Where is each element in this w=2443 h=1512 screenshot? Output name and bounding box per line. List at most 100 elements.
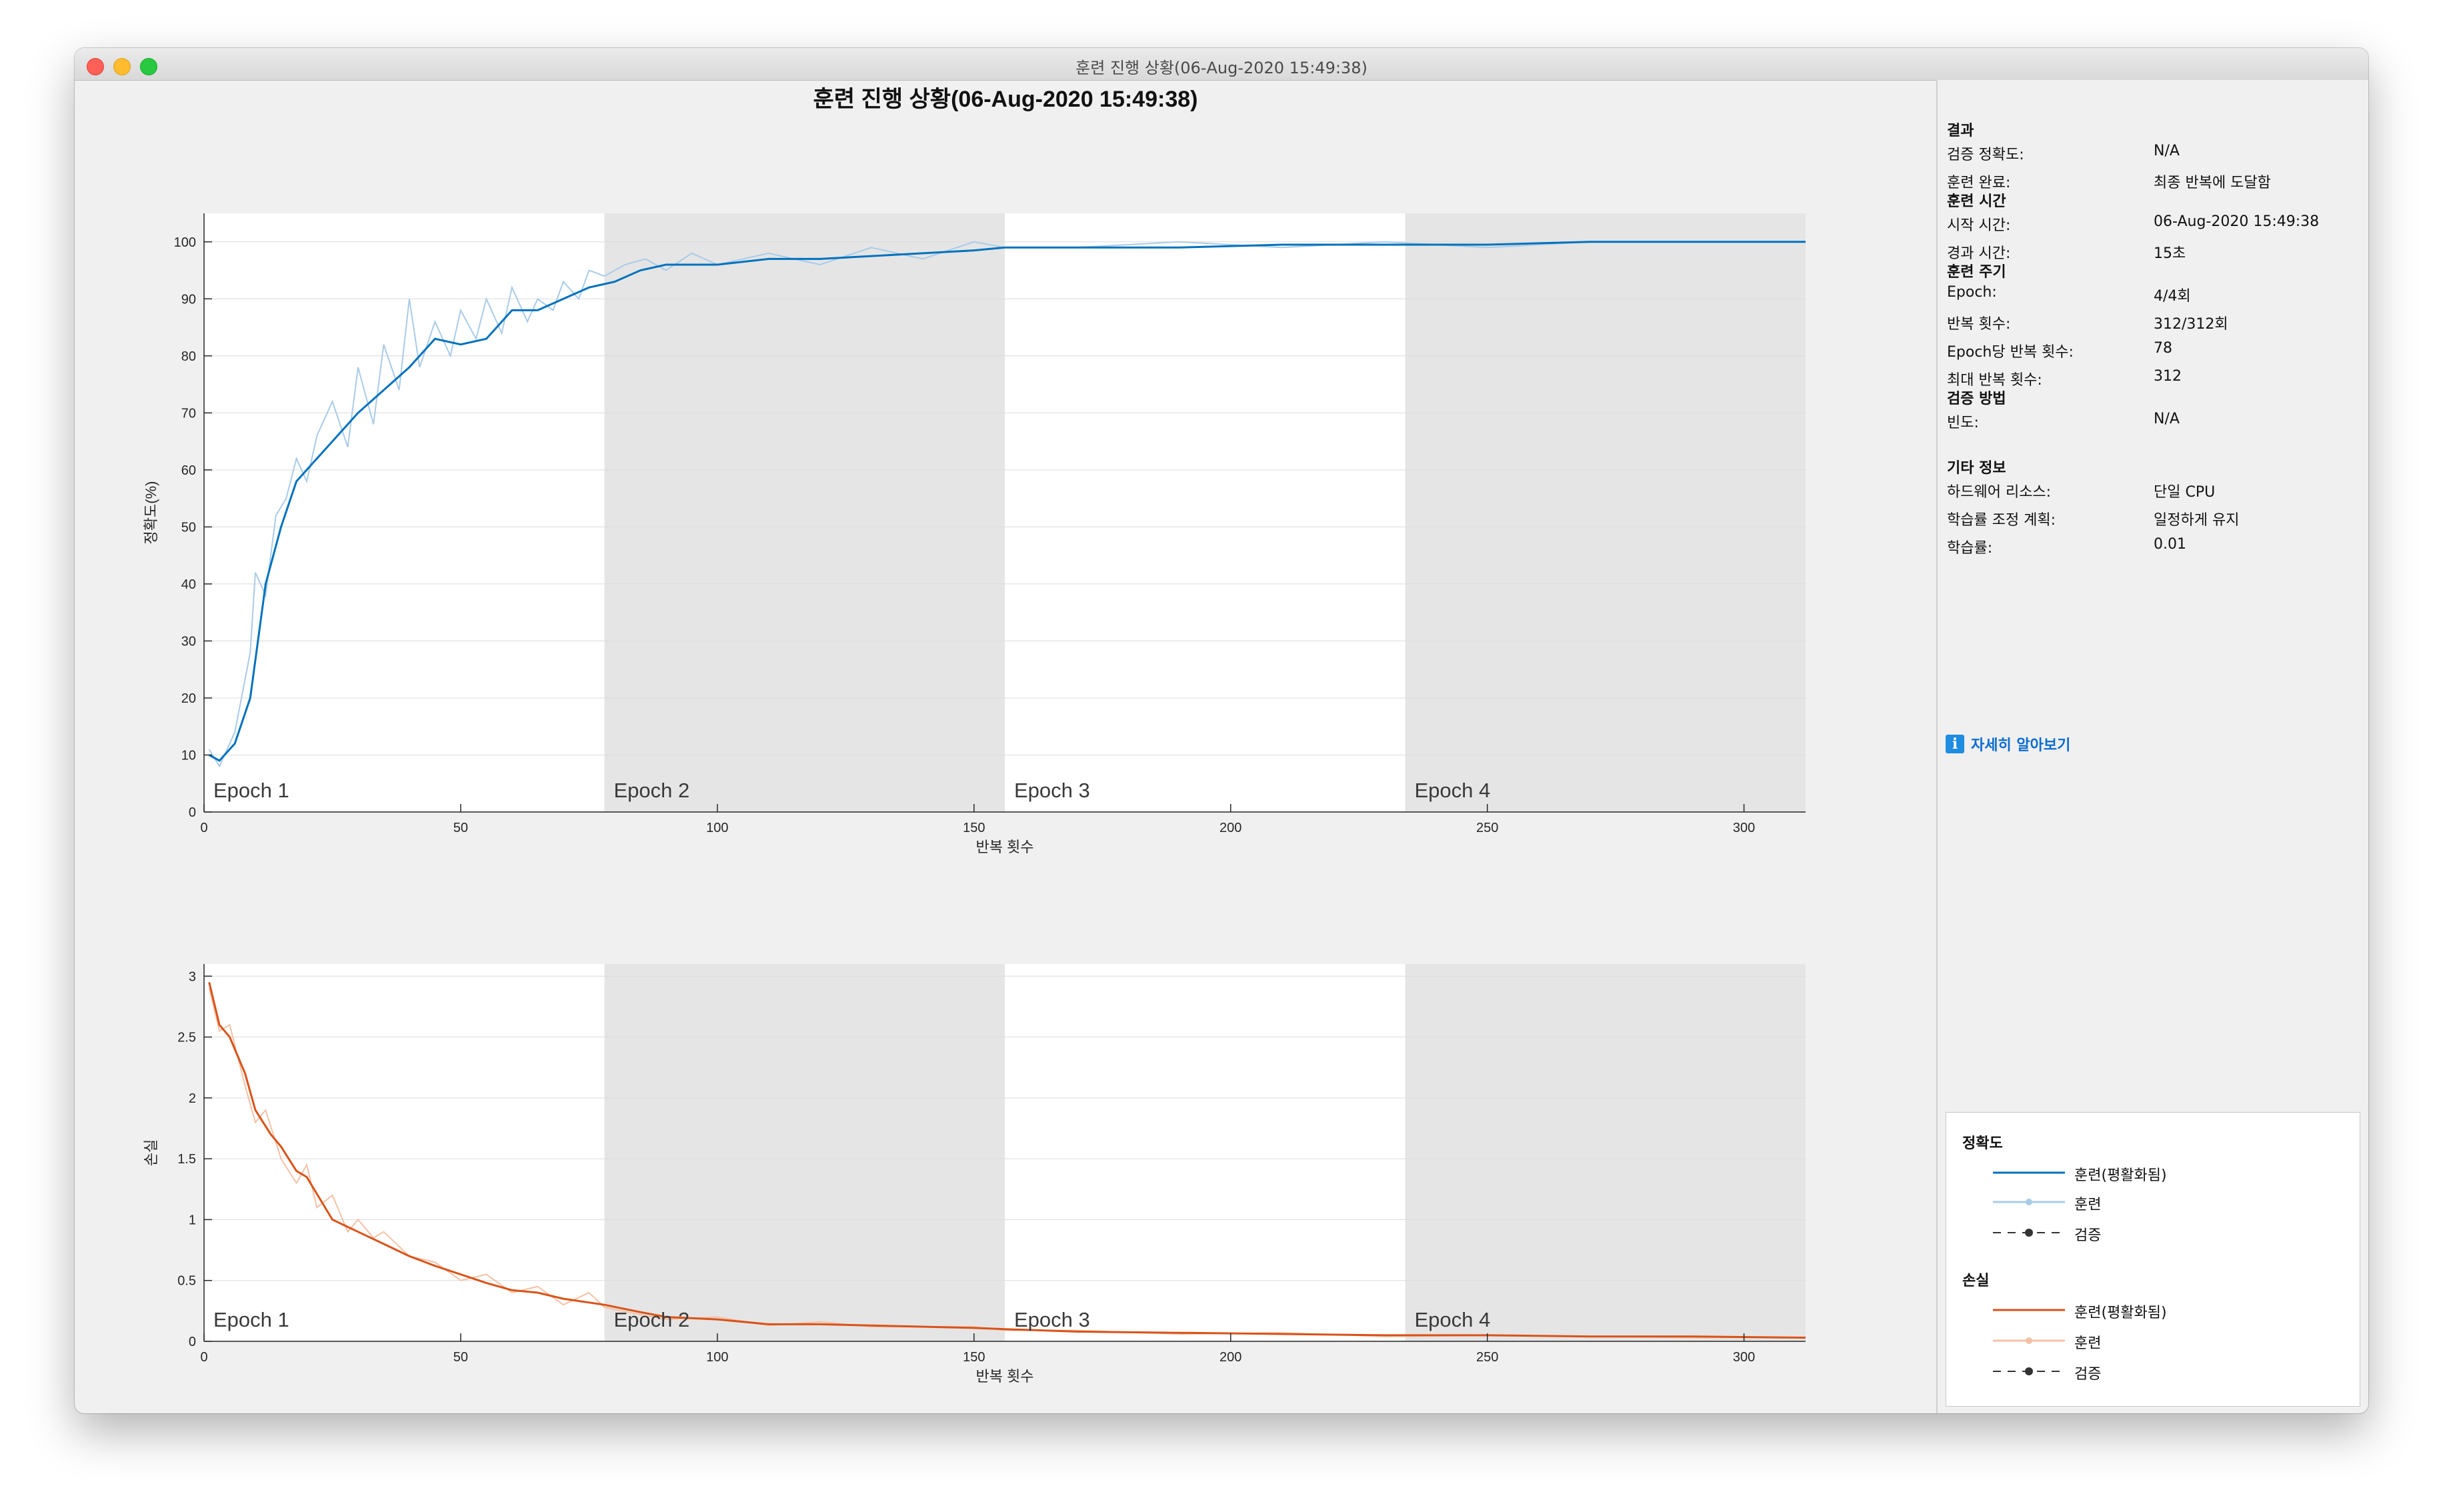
panel-row-label: 최대 반복 횟수:	[1947, 372, 2042, 389]
panel-row-value: 312/312회	[2154, 316, 2228, 333]
info-icon: i	[1946, 735, 1964, 753]
y-tick-label: 90	[181, 292, 196, 307]
x-tick-label: 250	[1476, 1350, 1498, 1365]
y-tick-label: 0	[189, 1335, 196, 1349]
epoch-shade	[604, 213, 1005, 812]
accuracy-train-line	[208, 241, 1806, 768]
x-tick-label: 100	[706, 1350, 728, 1365]
legend-loss-train-line	[1993, 1337, 2065, 1344]
x-tick-label: 250	[1476, 821, 1498, 835]
x-tick-label: 150	[963, 821, 985, 835]
window-title: 훈련 진행 상황(06-Aug-2020 15:49:38)	[1075, 59, 1368, 77]
panel-row-label: 학습률 조정 계획:	[1947, 512, 2056, 529]
legend-loss-train-label: 훈련	[2074, 1335, 2102, 1352]
legend-accuracy-smoothed-label: 훈련(평활화됨)	[2074, 1167, 2167, 1184]
x-tick-label: 0	[200, 821, 207, 835]
y-tick-label: 0.5	[177, 1274, 196, 1289]
panel-section-title: 기타 정보	[1947, 460, 2006, 477]
panel-row-label: 반복 횟수:	[1947, 316, 2011, 333]
panel-row-value: 0.01	[2154, 536, 2186, 553]
y-tick-label: 10	[181, 748, 196, 763]
y-tick-label: 3	[189, 969, 196, 984]
y-tick-label: 30	[181, 634, 196, 649]
x-tick-label: 0	[200, 1350, 207, 1365]
legend-accuracy-train-label: 훈련	[2074, 1197, 2102, 1213]
legend-accuracy-validation-line	[1993, 1229, 2065, 1237]
panel-section-title: 검증 방법	[1947, 391, 2006, 407]
epoch-label: Epoch 2	[614, 779, 690, 802]
plot-area: 훈련 진행 상황(06-Aug-2020 15:49:38) 0 10 20 30 40 5…	[75, 80, 1936, 1413]
y-tick-label: 2	[189, 1091, 196, 1106]
y-tick-label: 100	[174, 235, 196, 250]
panel-row-label: 시작 시간:	[1947, 217, 2011, 234]
learn-more-link[interactable]: i 자세히 알아보기	[1946, 733, 2070, 755]
x-tick-label: 300	[1733, 821, 1755, 835]
training-progress-window: 훈련 진행 상황(06-Aug-2020 15:49:38) 훈련 진행 상황(…	[75, 48, 2368, 1413]
accuracy-smoothed-line	[208, 241, 1806, 762]
y-axis-label: 정확도(%)	[143, 481, 159, 545]
legend-loss-validation-line	[1993, 1367, 2065, 1375]
legend-accuracy-smoothed-line	[1993, 1171, 2065, 1174]
y-tick-label: 0	[189, 805, 196, 820]
panel-row-label: 하드웨어 리소스:	[1947, 484, 2052, 501]
training-plots: 훈련 진행 상황(06-Aug-2020 15:49:38)0102030405…	[143, 87, 1806, 1385]
legend-loss-title: 손실	[1962, 1273, 1990, 1289]
x-tick-label: 200	[1219, 1350, 1242, 1365]
panel-section-title: 훈련 시간	[1947, 193, 2006, 210]
x-axis-label: 반복 횟수	[975, 839, 1033, 855]
learn-more-label: 자세히 알아보기	[1971, 737, 2071, 754]
panel-row-value: N/A	[2154, 143, 2180, 159]
legend-loss-smoothed-label: 훈련(평활화됨)	[2074, 1305, 2167, 1321]
epoch-shade	[1405, 964, 1806, 1341]
legend-accuracy-train-line	[1993, 1199, 2065, 1205]
y-tick-label: 1	[189, 1213, 196, 1227]
y-tick-label: 50	[181, 520, 196, 535]
epoch-label: Epoch 4	[1415, 779, 1491, 802]
figure-title: 훈련 진행 상황(06-Aug-2020 15:49:38)	[813, 87, 1198, 112]
panel-row-label: 빈도:	[1947, 415, 1979, 431]
close-button[interactable]	[87, 58, 104, 75]
panel-row-value: 312	[2154, 368, 2182, 385]
y-tick-label: 80	[181, 349, 196, 364]
legend-loss-validation-label: 검증	[2074, 1366, 2102, 1383]
y-tick-label: 2.5	[177, 1031, 196, 1045]
epoch-label: Epoch 1	[213, 1308, 289, 1331]
panel-row-value: 4/4회	[2154, 288, 2191, 305]
y-tick-label: 70	[181, 406, 196, 421]
panel-row-value: 15초	[2154, 245, 2186, 262]
panel-row-value: N/A	[2154, 411, 2180, 427]
title-bar[interactable]: 훈련 진행 상황(06-Aug-2020 15:49:38)	[75, 48, 2368, 81]
legend-loss-smoothed-line	[1993, 1309, 2065, 1311]
panel-row-value: 일정하게 유지	[2154, 512, 2240, 529]
panel-row-label: 학습률:	[1947, 540, 1993, 557]
maximize-button[interactable]	[140, 58, 157, 75]
panel-section-title: 결과	[1947, 123, 1974, 139]
panel-row-value: 78	[2154, 340, 2172, 357]
panel-row-label: Epoch:	[1947, 284, 1997, 301]
epoch-label: Epoch 3	[1014, 1308, 1090, 1331]
x-tick-label: 300	[1733, 1350, 1755, 1365]
legend-accuracy-validation-label: 검증	[2074, 1227, 2102, 1244]
epoch-label: Epoch 4	[1415, 1308, 1491, 1331]
epoch-shade	[1405, 213, 1806, 812]
minimize-button[interactable]	[113, 58, 131, 75]
epoch-label: Epoch 3	[1014, 779, 1090, 802]
panel-row-label: 훈련 완료:	[1947, 175, 2011, 191]
panel-row-label: 검증 정확도:	[1947, 147, 2024, 163]
legend-box: 정확도 훈련(평활화됨) 훈련 검증 손실 훈련(평활화됨) 훈련 검증	[1946, 1112, 2360, 1407]
x-tick-label: 150	[963, 1350, 985, 1365]
panel-row-label: 경과 시간:	[1947, 245, 2011, 262]
panel-row-value: 최종 반복에 도달함	[2154, 175, 2271, 191]
epoch-label: Epoch 2	[614, 1308, 690, 1331]
panel-row-label: Epoch당 반복 횟수:	[1947, 344, 2074, 361]
x-tick-label: 200	[1219, 821, 1242, 835]
x-axis-label: 반복 횟수	[975, 1368, 1033, 1385]
x-tick-label: 100	[706, 821, 728, 835]
loss-smoothed-line	[208, 982, 1806, 1339]
panel-row-value: 단일 CPU	[2154, 484, 2216, 501]
epoch-shade	[604, 964, 1005, 1341]
epoch-label: Epoch 1	[213, 779, 289, 802]
y-tick-label: 40	[181, 577, 196, 592]
legend-accuracy-title: 정확도	[1962, 1135, 2003, 1152]
